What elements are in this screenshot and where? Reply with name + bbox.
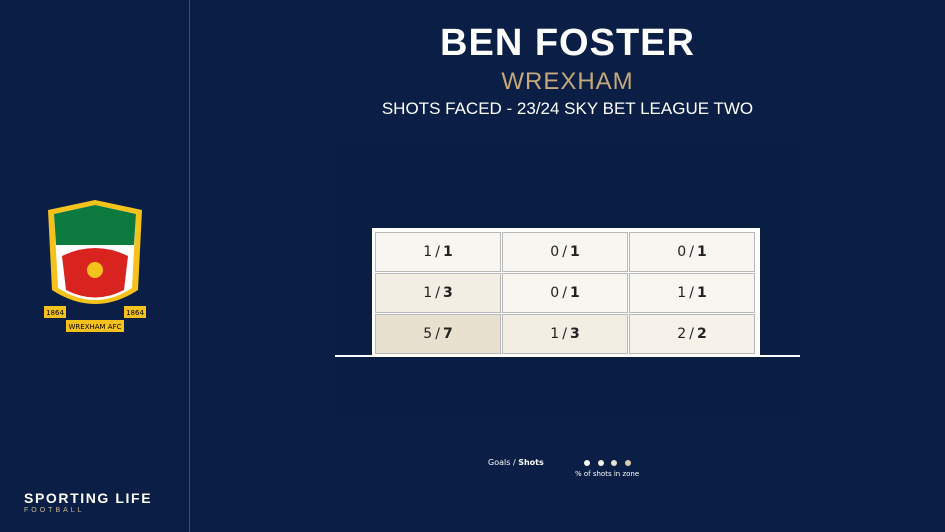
separator: / (689, 244, 694, 260)
zone-cell: 1/3 (502, 314, 628, 354)
club-name: WREXHAM (501, 68, 634, 95)
crest-top (54, 205, 136, 245)
goals: 0 (550, 285, 560, 301)
crest-club: WREXHAM AFC (68, 323, 121, 331)
crest-year: 1864 (46, 309, 64, 317)
separator: / (562, 285, 567, 301)
legend-separator: / (512, 458, 516, 467)
zone-cell: 1/1 (375, 232, 501, 272)
legend-shots: Shots (518, 458, 544, 467)
separator: / (435, 285, 440, 301)
crest-ball (87, 262, 103, 278)
goals: 1 (550, 326, 560, 342)
zone-cell: 1/1 (629, 273, 755, 313)
legend-dot (611, 460, 617, 466)
separator: / (689, 326, 694, 342)
crest-scroll (44, 306, 66, 318)
shots: 1 (569, 285, 580, 301)
goals: 1 (423, 244, 433, 260)
goals: 2 (677, 326, 687, 342)
brand-section: FOOTBALL (24, 507, 85, 514)
crest: 1864 1864 WREXHAM AFC (44, 200, 146, 332)
brand-name: SPORTING LIFE (24, 490, 153, 506)
player-name: BEN FOSTER (440, 22, 695, 64)
shots: 3 (442, 285, 453, 301)
shots: 1 (696, 244, 707, 260)
shots: 2 (696, 326, 707, 342)
side-panel: 1864 1864 WREXHAM AFC SPORTING LIFE FOOT… (0, 0, 190, 532)
shots: 3 (569, 326, 580, 342)
crest-scroll (66, 320, 124, 332)
shots: 1 (569, 244, 580, 260)
goal-line (335, 355, 800, 357)
shots: 1 (696, 285, 707, 301)
goals: 5 (423, 326, 433, 342)
goals: 1 (423, 285, 433, 301)
subtitle: SHOTS FACED - 23/24 SKY BET LEAGUE TWO (381, 99, 754, 118)
zone-cell: 5/7 (375, 314, 501, 354)
zone-cell: 0/1 (502, 232, 628, 272)
separator: / (435, 326, 440, 342)
separator: / (562, 244, 567, 260)
legend-dot (624, 460, 631, 466)
zone-cell: 0/1 (629, 232, 755, 272)
goal-frame: 1/1 0/1 0/1 1/3 0/1 1/1 5/7 1/3 2/2 (372, 228, 760, 356)
legend-dot (597, 460, 604, 466)
crest-scroll (124, 306, 146, 318)
zone-cell: 2/2 (629, 314, 755, 354)
separator: / (689, 285, 694, 301)
zone-cell: 0/1 (502, 273, 628, 313)
zone-cell: 1/3 (375, 273, 501, 313)
legend-dot (584, 460, 590, 466)
goals: 0 (550, 244, 560, 260)
separator: / (435, 244, 440, 260)
separator: / (562, 326, 567, 342)
brand: SPORTING LIFE FOOTBALL (24, 490, 152, 514)
legend-key: Goals / Shots (488, 458, 544, 467)
shots: 1 (442, 244, 453, 260)
crest-year: 1864 (126, 309, 144, 317)
legend-goals: Goals (488, 458, 511, 467)
shots: 7 (442, 326, 453, 342)
goals: 1 (677, 285, 687, 301)
goals: 0 (677, 244, 687, 260)
legend-scale-label: % of shots in zone (575, 470, 640, 478)
